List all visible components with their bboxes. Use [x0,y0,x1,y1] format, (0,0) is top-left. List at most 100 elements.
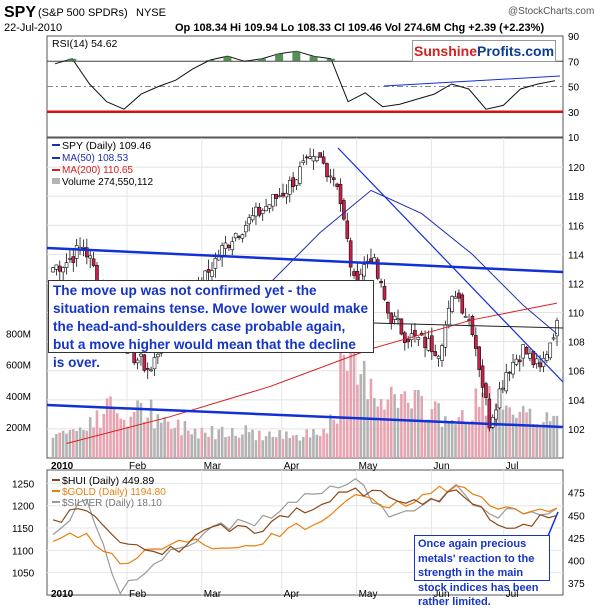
rsi-overbought-fill [206,59,215,62]
rsi-tick-label: 90 [568,32,580,43]
volume-bar [471,420,474,458]
volume-bar [352,346,356,458]
candle-body [74,245,79,259]
metals-right-tick-label: 375 [568,579,585,590]
volume-bar [220,426,224,458]
metals-left-tick-label: 1100 [12,546,34,557]
candle-body [430,335,434,353]
volume-bar [427,419,430,458]
volume-bar [548,421,552,458]
candle-body [392,315,397,320]
candle-body [517,359,522,363]
volume-bar [261,440,265,458]
volume-bar [491,421,495,458]
candle-body [271,194,275,207]
volume-bar [274,437,278,458]
volume-bar [210,426,214,458]
volume-bar [244,425,248,458]
candle-body [325,163,329,178]
candle-body [51,267,55,273]
volume-bar [129,416,133,458]
volume-bar [153,428,156,458]
volume-bar [403,391,407,458]
candle-body [311,156,316,162]
volume-bar [51,437,55,458]
volume-bar [139,402,143,458]
rsi-overbought-fill [275,53,284,62]
candle-body [250,215,255,221]
volume-bar [417,389,420,458]
candle-body [277,195,282,198]
candle-body [318,152,323,158]
volume-bar [477,406,481,458]
rsi-line [54,50,556,110]
candle-body [152,357,157,370]
volume-bar [305,429,308,458]
candle-body [538,362,542,368]
candle-body [548,342,553,359]
volume-bar [163,417,166,458]
candle-body [433,351,438,356]
volume-bar [159,422,163,458]
rsi-tick-label: 70 [568,57,580,68]
candle-body [135,359,140,364]
candle-body [81,246,86,249]
volume-bar [464,422,467,458]
decline-trend-line [337,147,564,383]
volume-bar [437,403,440,458]
candle-body [494,409,498,420]
metals-left-tick-label: 1050 [12,569,35,580]
candle-body [402,332,407,343]
candle-body [85,247,89,258]
volume-bar [217,429,221,458]
candle-body [474,335,478,349]
volume-bar [552,415,555,458]
candle-body [156,353,160,358]
candle-body [61,267,65,273]
price-month-label: May [359,461,378,472]
ma50-legend-label: MA(50) 108.53 [62,153,129,164]
volume-bar [146,417,150,458]
price-tick-label: 114 [568,250,584,261]
volume-bar [109,396,112,458]
candle-body [213,258,218,269]
volume-bar [481,392,484,458]
metals-annotation: Once again precious metals' reaction to … [414,535,550,608]
volume-bar [362,360,366,458]
candle-body [284,193,289,198]
price-tick-label: 116 [568,221,584,232]
logo-part-2: Profits.com [477,43,555,59]
candle-body [142,354,147,371]
metals-right-tick-label: 425 [568,534,585,545]
volume-bar [214,439,217,458]
volume-bar [308,437,312,458]
volume-bar [92,427,95,458]
volume-bar [359,374,363,458]
candle-body [274,193,279,199]
candle-body [210,270,214,277]
candle-body [511,362,515,375]
volume-tick-label: 600M [6,361,31,372]
candle-body [379,281,383,284]
volume-bar [149,399,153,458]
volume-bar [450,420,454,458]
candle-body [497,388,502,409]
volume-bar [190,434,193,458]
volume-bar [115,413,119,458]
candle-body [348,240,353,268]
volume-bar [525,412,528,458]
candle-body [294,179,299,186]
volume-bar [373,398,376,458]
volume-bar [230,427,234,458]
candle-body [244,225,248,233]
volume-bar [156,414,160,458]
price-legend: SPY (Daily) 109.46 MA(50) 108.53 MA(200)… [52,140,153,188]
volume-bar [112,408,116,458]
volume-bar [68,430,72,458]
candle-body [287,180,292,195]
candle-body [68,258,72,260]
rsi-tick-label: 10 [568,133,580,144]
price-tick-label: 108 [568,338,585,349]
rsi-tick-label: 30 [568,108,580,119]
volume-bar [82,429,85,458]
